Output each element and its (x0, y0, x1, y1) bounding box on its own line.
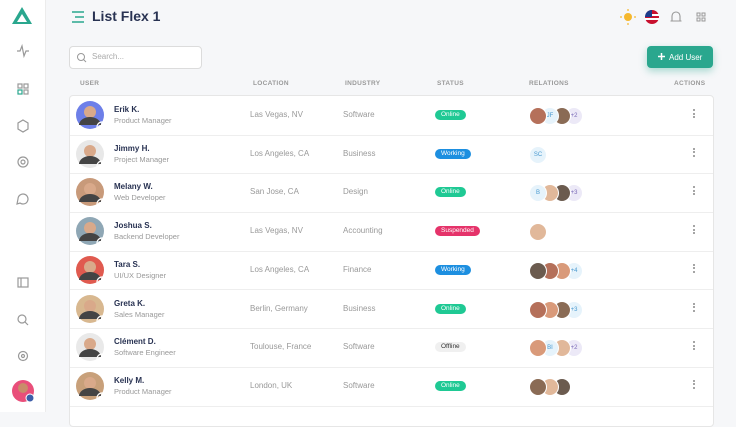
industry: Software (343, 110, 375, 119)
user-name: Joshua S. (114, 221, 152, 231)
table-row: Clément D. Software Engineer Toulouse, Fra… (70, 328, 713, 368)
location: Los Angeles, CA (250, 264, 310, 274)
relation-avatar (529, 261, 547, 280)
status-badge: Online (435, 380, 466, 391)
row-actions[interactable] (693, 379, 695, 391)
status-badge: Working (435, 148, 471, 159)
user-role: Project Manager (114, 154, 170, 164)
row-actions[interactable] (693, 186, 695, 197)
relation-avatar (529, 223, 547, 242)
table-row: Melany W. Web Developer San Jose, CA Design… (70, 173, 713, 214)
status-badge: Online (435, 110, 466, 120)
location: Las Vegas, NV (250, 226, 303, 236)
user-role: Sales Manager (114, 309, 165, 319)
row-actions[interactable] (693, 263, 695, 275)
user-avatar (76, 333, 108, 365)
search-placeholder: Search... (92, 52, 125, 61)
location: San Jose, CA (250, 187, 299, 197)
relation-initials: SC (529, 145, 547, 164)
table-row: Joshua S. Backend Developer Las Vegas, NV A… (70, 212, 713, 252)
user-name: Jimmy H. (114, 143, 150, 153)
location: Las Vegas, NV (250, 110, 303, 119)
table-card: Erik K. Product Manager Las Vegas, NV Softw… (69, 95, 714, 427)
relation-initials: B (529, 184, 547, 203)
search-icon (77, 53, 87, 63)
table-row: Tara S. UI/UX Designer Los Angeles, CA Fina… (70, 251, 713, 291)
user-avatar (76, 371, 108, 404)
column-header: USER (80, 80, 100, 87)
column-header: INDUSTRY (345, 80, 381, 87)
user-name: Greta K. (114, 298, 146, 308)
user-avatar (76, 178, 108, 210)
relation-avatar (529, 339, 547, 358)
row-actions[interactable] (693, 147, 695, 159)
plus-icon (658, 53, 665, 60)
table-row: Kelly M. Product Manager London, UK Softwar… (70, 367, 713, 407)
user-name: Kelly M. (114, 375, 145, 385)
page-title: List Flex 1 (92, 8, 161, 24)
relation-avatar (529, 300, 547, 319)
row-actions[interactable] (693, 225, 695, 236)
table-row: Greta K. Sales Manager Berlin, Germany Busi… (70, 290, 713, 330)
sidebar-icons (12, 7, 35, 403)
user-avatar (76, 101, 108, 133)
table-row: Jimmy H. Project Manager Los Angeles, CA Bu… (70, 135, 713, 175)
user-role: Backend Developer (114, 232, 180, 242)
status-badge: Online (435, 303, 466, 314)
user-role: Web Developer (114, 193, 166, 203)
relation-avatar (529, 107, 547, 125)
user-avatar (76, 255, 108, 288)
table-row: Erik K. Product Manager Las Vegas, NV Softw… (70, 96, 713, 136)
relation-avatar (529, 377, 547, 396)
sidebar (0, 0, 46, 412)
column-header: RELATIONS (529, 80, 569, 87)
user-name: Tara S. (114, 259, 141, 269)
location: London, UK (250, 380, 293, 390)
button-label: Add User (669, 53, 703, 62)
user-role: UI/UX Designer (114, 270, 167, 280)
user-role: Product Manager (114, 116, 172, 125)
industry: Design (343, 187, 368, 197)
industry: Accounting (343, 226, 383, 236)
user-avatar (76, 139, 108, 172)
industry: Finance (343, 264, 372, 274)
industry: Business (343, 303, 376, 313)
industry: Business (343, 148, 376, 158)
add-user-button[interactable]: Add User (647, 46, 713, 68)
location: Los Angeles, CA (250, 148, 310, 158)
location: Berlin, Germany (250, 303, 308, 313)
row-actions[interactable] (693, 341, 695, 352)
status-badge: Offline (435, 342, 466, 353)
user-avatar (76, 294, 108, 327)
column-header: LOCATION (253, 80, 289, 87)
status-badge: Working (435, 264, 471, 275)
column-header: ACTIONS (674, 80, 706, 87)
user-name: Melany W. (114, 182, 153, 192)
industry: Software (343, 380, 375, 390)
location: Toulouse, France (250, 342, 312, 352)
search-input[interactable]: Search... (69, 46, 202, 69)
user-name: Erik K. (114, 105, 140, 114)
user-role: Product Manager (114, 386, 172, 396)
status-badge: Suspended (435, 226, 480, 237)
user-role: Software Engineer (114, 348, 176, 358)
user-name: Clément D. (114, 337, 156, 347)
row-actions[interactable] (693, 109, 695, 120)
top-icons[interactable] (618, 8, 712, 26)
row-actions[interactable] (693, 302, 695, 314)
status-badge: Online (435, 187, 466, 198)
user-avatar (76, 217, 108, 249)
menu-icon[interactable] (70, 10, 86, 24)
industry: Software (343, 342, 375, 352)
column-header: STATUS (437, 80, 464, 87)
page: List Flex 1 Search... Add User Erik K. Pr… (0, 0, 714, 427)
